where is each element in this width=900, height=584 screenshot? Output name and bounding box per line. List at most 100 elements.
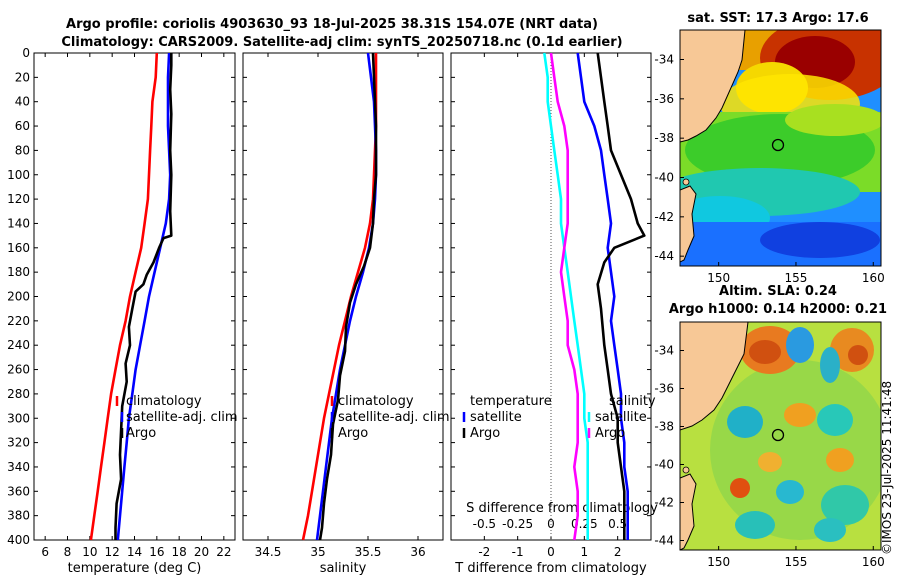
y-tick-label: 240: [7, 338, 30, 352]
sla-field: [680, 322, 881, 550]
argo-location-marker: [771, 138, 785, 152]
x2-tick-label: 0: [547, 517, 555, 531]
y-tick-label: 180: [7, 265, 30, 279]
x-tick-label: 1: [581, 545, 589, 559]
x-tick-label: 155: [785, 555, 808, 569]
temperature-panel: 0 20 40 60 80 100 120 140 160 180 200 220 240 260 280 3…: [7, 46, 236, 576]
y-tick-label: 160: [7, 241, 30, 255]
x-tick-label: 155: [785, 271, 808, 285]
sla-map-frame: [679, 321, 882, 551]
series-line-satellite-adj-clim: [315, 52, 378, 541]
difference-panel: -2 -1 0 1 2 T difference from climatology -0.5…: [450, 52, 658, 576]
y-tick-label: 40: [15, 95, 30, 109]
legend-label-climatology: climatology: [338, 394, 414, 409]
y-tick-label: -40: [654, 171, 674, 185]
sla-map: Altim. SLA: 0.24 Argo h1000: 0.14 h2000:…: [654, 284, 887, 569]
series-line-temperature-satellite: [576, 52, 630, 540]
x-tick-label: 16: [149, 545, 164, 559]
series-line-satellite-adj-clim: [116, 52, 172, 541]
legend-label-argo: Argo: [338, 426, 368, 441]
x-tick-label: 35: [310, 545, 325, 559]
series-line-climatology: [89, 52, 159, 541]
sst-field: [680, 30, 881, 266]
legend-label-argo: Argo: [126, 426, 156, 441]
sla-map-subtitle: Argo h1000: 0.14 h2000: 0.21: [669, 302, 887, 317]
y-tick-label: -36: [654, 382, 674, 396]
y-tick-label: 200: [7, 290, 30, 304]
y-tick-label: 260: [7, 363, 30, 377]
legend-label-satellite-adj: satellite-adj. clim: [338, 410, 450, 425]
copyright-credit: ©IMOS 23-Jul-2025 11:41:48: [880, 380, 894, 555]
y-tick-label: 300: [7, 411, 30, 425]
y-tick-label: -36: [654, 92, 674, 106]
y-tick-label: -42: [654, 496, 674, 510]
y-tick-label: -38: [654, 131, 674, 145]
sst-map-frame: [679, 29, 882, 267]
legend-label-s-satellite: satellite: [595, 410, 647, 425]
y-tick-label: 360: [7, 484, 30, 498]
y-tick-label: -42: [654, 210, 674, 224]
x-tick-label: 35.5: [355, 545, 382, 559]
y-tick-label: 80: [15, 143, 30, 157]
y-tick-label: 20: [15, 70, 30, 84]
x-tick-label: 0: [547, 545, 555, 559]
axes-frame: [242, 52, 444, 541]
figure-title-line1: Argo profile: coriolis 4903630_93 18-Jul…: [66, 17, 598, 32]
x-tick-label: 150: [707, 555, 730, 569]
y-tick-label: 320: [7, 436, 30, 450]
series-line-argo: [114, 53, 173, 540]
x-tick-label: -1: [512, 545, 524, 559]
x-tick-label: 160: [862, 555, 885, 569]
legend-header-temperature: temperature: [470, 394, 552, 409]
sst-map: sat. SST: 17.3 Argo: 17.6 150 155 160 -34 -3…: [654, 11, 885, 285]
legend-header-salinity: salinity: [609, 394, 656, 409]
x-axis-label: salinity: [320, 561, 367, 576]
x-tick-label: 34.5: [255, 545, 282, 559]
x-tick-label: 18: [172, 545, 187, 559]
series-line-temperature-argo: [596, 52, 646, 540]
x-tick-label: 10: [82, 545, 97, 559]
series-line-climatology: [301, 53, 378, 541]
y-tick-label: 220: [7, 314, 30, 328]
x-tick-label: 2: [614, 545, 622, 559]
x-tick-label: -2: [478, 545, 490, 559]
x-tick-label: 14: [127, 545, 142, 559]
x2-tick-label: 0.5: [608, 517, 627, 531]
x-tick-label: 20: [194, 545, 209, 559]
x-tick-label: 6: [41, 545, 49, 559]
y-tick-label: -44: [654, 534, 674, 548]
series-line-argo: [318, 52, 378, 541]
x-axis-label: T difference from climatology: [454, 561, 647, 576]
y-tick-label: 60: [15, 119, 30, 133]
x-tick-label: 150: [707, 271, 730, 285]
salinity-panel: 34.5 35 35.5 36 salinity: [242, 52, 444, 576]
x-tick-label: 160: [862, 271, 885, 285]
x-tick-label: 36: [410, 545, 425, 559]
x-axis-label: temperature (deg C): [68, 561, 202, 576]
y-tick-label: -34: [654, 53, 674, 67]
series-line-salinity-satellite: [543, 52, 590, 540]
x2-tick-label: -0.25: [502, 517, 533, 531]
y-tick-label: 0: [22, 46, 30, 60]
y-tick-label: 100: [7, 168, 30, 182]
x-tick-label: 22: [216, 545, 231, 559]
legend-label-t-argo: Argo: [470, 426, 500, 441]
x-tick-label: 12: [105, 545, 120, 559]
x2-tick-label: -0.5: [473, 517, 496, 531]
y-tick-label: -34: [654, 344, 674, 358]
y-tick-label: 400: [7, 533, 30, 547]
legend-label-climatology: climatology: [126, 394, 202, 409]
x-tick-label: 8: [64, 545, 72, 559]
figure-title-line2: Climatology: CARS2009. Satellite-adj cli…: [61, 35, 622, 50]
legend-label-t-satellite: satellite: [470, 410, 522, 425]
sla-map-title: Altim. SLA: 0.24: [719, 284, 837, 299]
y-tick-label: 140: [7, 216, 30, 230]
y-tick-label: -44: [654, 249, 674, 263]
y-tick-label: 120: [7, 192, 30, 206]
y-tick-label: 380: [7, 509, 30, 523]
legend-label-satellite-adj: satellite-adj. clim: [126, 410, 238, 425]
y-tick-label: -40: [654, 458, 674, 472]
sst-map-title: sat. SST: 17.3 Argo: 17.6: [687, 11, 868, 26]
y-tick-label: -38: [654, 420, 674, 434]
